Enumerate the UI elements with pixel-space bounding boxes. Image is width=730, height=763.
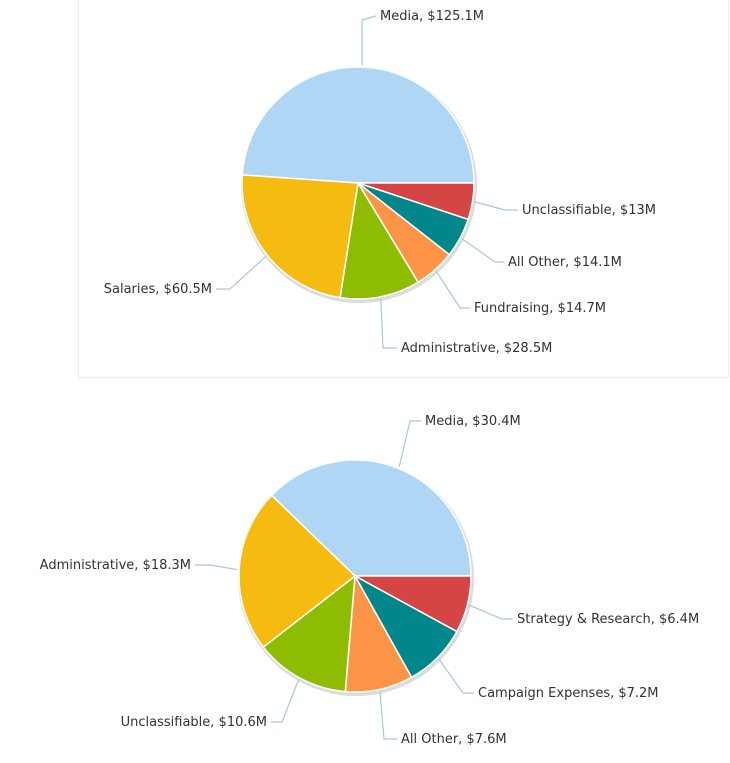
pie-slice-1[interactable] [241,66,475,184]
pie-chart-top: Media, $125.1M Unclassifiable, $13M All Ot… [78,0,729,378]
leader-line [195,564,238,571]
leader-line [469,604,513,620]
slice-label: All Other, $7.6M [401,732,507,747]
slice-label: Campaign Expenses, $7.2M [478,686,659,701]
slice-label: Administrative, $18.3M [40,558,191,573]
slice-label: Strategy & Research, $6.4M [517,612,699,627]
pie-slice-1[interactable] [270,459,472,577]
leader-line [435,271,470,309]
pie-slice-5[interactable] [262,574,356,693]
leader-line [216,256,267,290]
chart-frame [78,0,729,378]
slice-label: Unclassifiable, $13M [522,203,656,218]
slice-label: Fundraising, $14.7M [474,301,606,316]
pie-slice-6[interactable] [241,174,359,299]
leader-line [474,201,518,211]
slice-label: All Other, $14.1M [508,255,622,270]
leader-line [398,420,421,467]
leader-line [361,15,377,66]
pie-chart-bottom-svg: Media, $30.4M Strategy & Research, $6.4M C… [40,414,700,747]
pie-slice-5[interactable] [339,180,420,300]
leader-line [271,679,300,723]
slice-label: Media, $30.4M [425,414,521,429]
slice-label: Unclassifiable, $10.6M [121,715,267,730]
slice-label: Media, $125.1M [380,9,484,24]
slice-label: Salaries, $60.5M [104,282,212,297]
leader-line [438,658,474,694]
leader-line [379,691,397,740]
slice-label: Administrative, $28.5M [401,341,552,356]
pie-slice-6[interactable] [238,494,357,649]
pie-chart-bottom: Media, $30.4M Strategy & Research, $6.4M C… [0,385,730,763]
leader-line [380,298,397,349]
pie-chart-top-svg: Media, $125.1M Unclassifiable, $13M All Ot… [104,9,656,356]
leader-line [461,238,504,263]
